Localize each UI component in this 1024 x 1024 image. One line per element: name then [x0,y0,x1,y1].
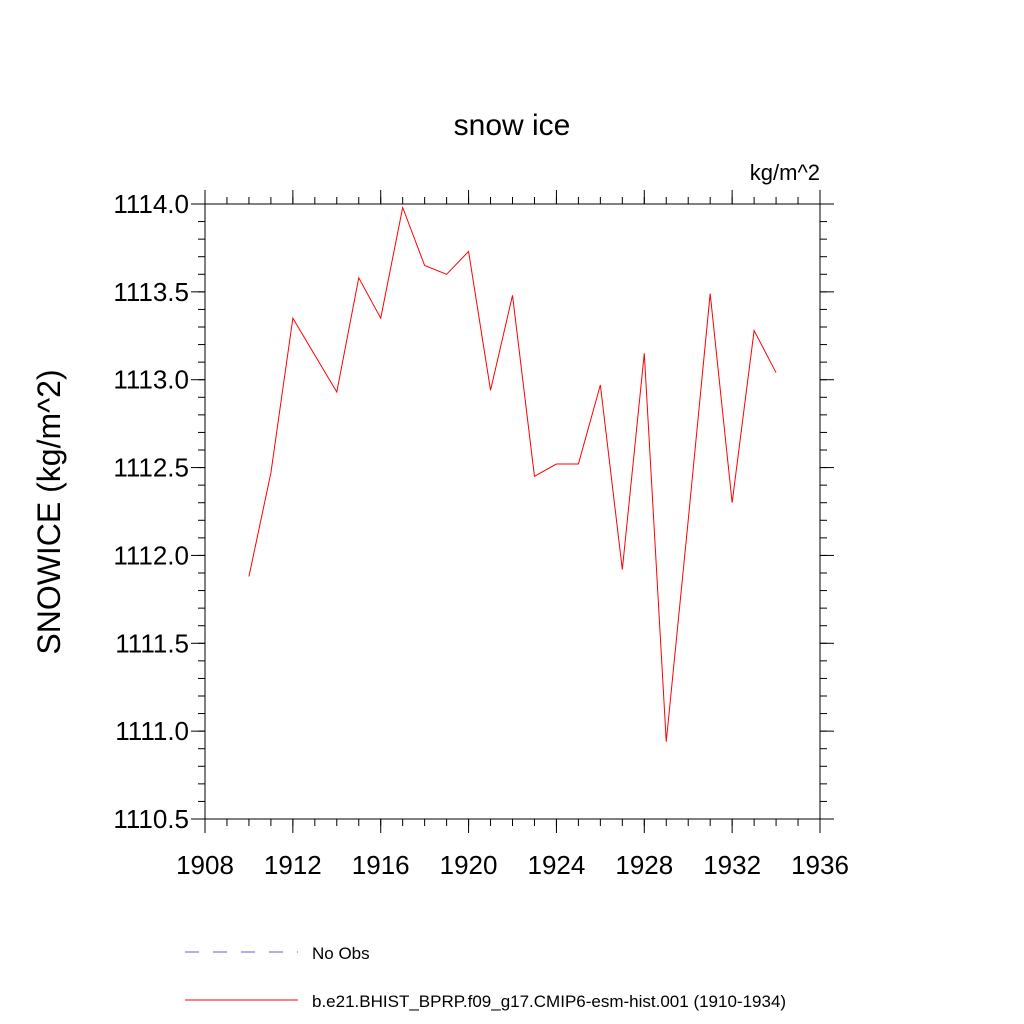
chart-title: snow ice [454,109,571,142]
x-tick-label: 1908 [176,850,234,880]
y-tick-label: 1113.5 [113,277,189,307]
y-tick-label: 1113.0 [113,365,189,395]
y-tick-label: 1114.0 [113,189,189,219]
x-tick-label: 1912 [264,850,322,880]
x-tick-label: 1932 [703,850,761,880]
y-tick-label: 1112.5 [113,453,189,483]
y-tick-label: 1112.0 [113,540,189,570]
x-tick-label: 1924 [528,850,586,880]
x-tick-label: 1916 [352,850,410,880]
legend: No Obs b.e21.BHIST_BPRP.f09_g17.CMIP6-es… [185,944,786,1011]
y-axis-title: SNOWICE (kg/m^2) [31,369,67,654]
x-tick-labels: 1908 1912 1916 1920 1924 1928 1932 1936 [176,850,849,880]
x-tick-label: 1920 [440,850,498,880]
axis-ticks [191,190,834,833]
series-layer [248,205,777,742]
legend-label-model-run: b.e21.BHIST_BPRP.f09_g17.CMIP6-esm-hist.… [312,992,786,1011]
legend-label-no-obs: No Obs [312,944,370,963]
y-tick-label: 1110.5 [113,804,189,834]
x-tick-label: 1928 [615,850,673,880]
plot-frame [204,203,821,820]
y-tick-label: 1111.5 [115,628,189,658]
y-tick-labels: 1110.5 1111.0 1111.5 1112.0 1112.5 1113.0 1113… [113,189,189,834]
units-label: kg/m^2 [750,160,820,185]
series-line [248,205,777,742]
x-tick-label: 1936 [791,850,849,880]
y-tick-label: 1111.0 [115,716,189,746]
